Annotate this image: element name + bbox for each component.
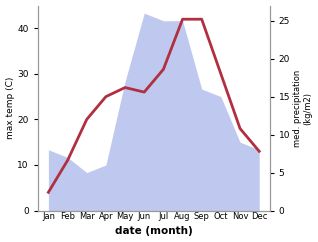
Y-axis label: med. precipitation
(kg/m2): med. precipitation (kg/m2) [293,69,313,147]
Y-axis label: max temp (C): max temp (C) [5,77,15,139]
X-axis label: date (month): date (month) [115,227,193,236]
